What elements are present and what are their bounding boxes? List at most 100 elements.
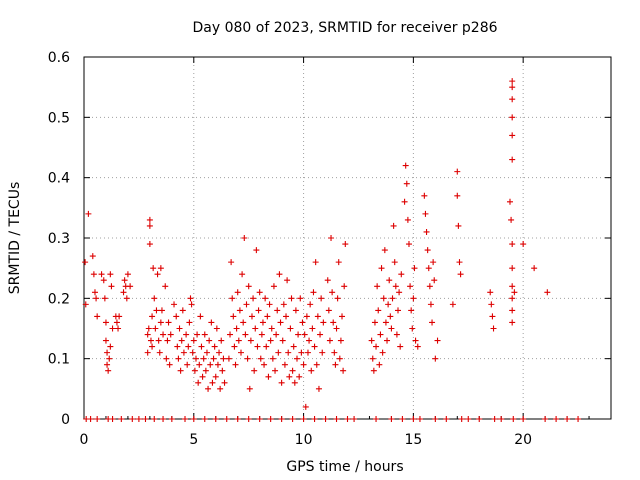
data-point xyxy=(300,416,307,422)
data-point xyxy=(491,416,498,422)
data-point xyxy=(455,222,462,229)
data-point xyxy=(405,241,412,248)
data-point xyxy=(432,355,439,362)
data-point xyxy=(301,331,308,338)
data-point xyxy=(509,84,516,91)
y-tick-label: 0.6 xyxy=(48,50,70,66)
data-point xyxy=(396,289,403,296)
data-point xyxy=(142,416,149,422)
data-point xyxy=(129,416,136,422)
x-tick-label: 20 xyxy=(514,432,532,448)
data-point xyxy=(373,343,380,350)
data-point xyxy=(278,416,285,422)
data-point xyxy=(213,325,220,332)
data-point xyxy=(229,295,236,302)
data-point xyxy=(300,361,307,368)
data-point xyxy=(385,301,392,308)
data-point xyxy=(164,337,171,344)
data-point xyxy=(506,198,513,205)
data-point xyxy=(258,331,265,338)
data-point xyxy=(431,277,438,284)
data-point xyxy=(336,355,343,362)
data-point xyxy=(196,361,203,368)
data-point xyxy=(230,313,237,320)
data-point xyxy=(303,313,310,320)
data-point xyxy=(155,337,162,344)
data-point xyxy=(116,313,123,320)
data-point xyxy=(409,325,416,332)
data-point xyxy=(89,253,96,260)
data-point xyxy=(332,361,339,368)
data-point xyxy=(324,277,331,284)
data-point xyxy=(313,361,320,368)
data-point xyxy=(190,337,197,344)
data-point xyxy=(291,379,298,386)
data-point xyxy=(330,319,337,326)
data-point xyxy=(189,349,196,356)
data-point xyxy=(564,416,571,422)
data-point xyxy=(498,416,505,422)
data-point xyxy=(434,337,441,344)
data-point xyxy=(285,349,292,356)
y-tick-label: 0.4 xyxy=(48,171,70,187)
data-point xyxy=(280,301,287,308)
data-point xyxy=(388,416,395,422)
data-point xyxy=(206,337,213,344)
data-point xyxy=(203,349,210,356)
data-point xyxy=(511,289,518,296)
data-point xyxy=(242,331,249,338)
data-point xyxy=(157,265,164,272)
data-point xyxy=(302,403,309,410)
data-point xyxy=(218,337,225,344)
data-point xyxy=(509,156,516,163)
data-point xyxy=(397,343,404,350)
data-point xyxy=(508,216,515,223)
data-point xyxy=(309,325,316,332)
data-point xyxy=(374,283,381,290)
data-point xyxy=(267,337,274,344)
data-point xyxy=(104,361,111,368)
data-point xyxy=(253,247,260,254)
data-point xyxy=(243,301,250,308)
data-point xyxy=(256,289,263,296)
data-point xyxy=(93,295,100,302)
data-point xyxy=(334,295,341,302)
data-point xyxy=(429,319,436,326)
data-point xyxy=(509,283,516,290)
data-point xyxy=(173,313,180,320)
data-point xyxy=(212,373,219,380)
data-point xyxy=(335,259,342,266)
data-point xyxy=(197,313,204,320)
data-point xyxy=(328,235,335,241)
data-point xyxy=(449,301,456,308)
data-point xyxy=(199,373,206,380)
x-axis-label: GPS time / hours xyxy=(286,459,403,475)
data-point xyxy=(425,265,432,272)
data-point xyxy=(200,355,207,362)
y-tick-label: 0.5 xyxy=(48,110,70,126)
data-point xyxy=(312,259,319,266)
data-point xyxy=(278,379,285,386)
data-point xyxy=(404,216,411,223)
data-point xyxy=(299,319,306,326)
data-point xyxy=(210,355,217,362)
data-point xyxy=(156,349,163,356)
data-point xyxy=(191,367,198,374)
data-point xyxy=(509,132,516,139)
data-point xyxy=(177,367,184,374)
data-point xyxy=(509,319,516,326)
data-point xyxy=(135,416,142,422)
data-point xyxy=(427,301,434,308)
data-point xyxy=(509,295,516,302)
data-point xyxy=(146,222,153,229)
data-point xyxy=(388,325,395,332)
data-point xyxy=(293,355,300,362)
data-point xyxy=(287,325,294,332)
data-point xyxy=(408,307,415,314)
data-point xyxy=(248,313,255,320)
data-point xyxy=(264,313,271,320)
data-point xyxy=(216,349,223,356)
data-point xyxy=(227,331,234,338)
data-point xyxy=(488,301,495,308)
data-point xyxy=(276,271,283,278)
